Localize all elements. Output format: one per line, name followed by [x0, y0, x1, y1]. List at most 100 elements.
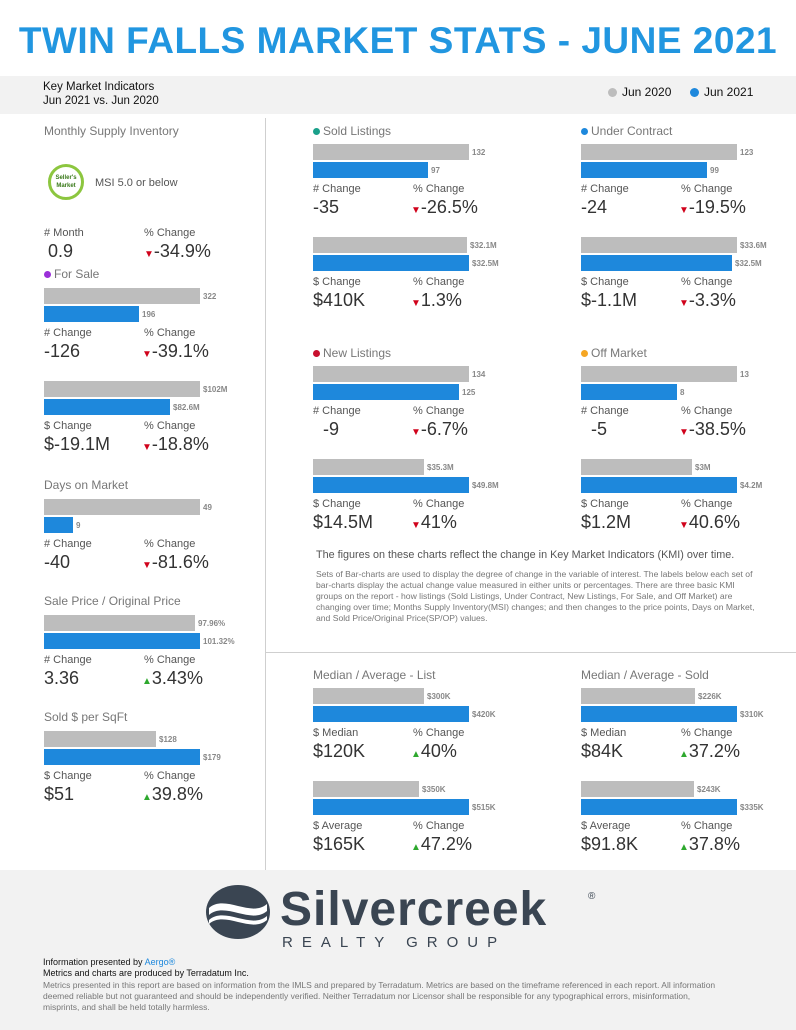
logo-subtitle: REALTY GROUP — [282, 934, 507, 951]
change-value: -24 — [581, 197, 608, 217]
change-value: $51 — [44, 784, 75, 804]
change-label: # Change — [581, 405, 629, 417]
bar-jun-2021 — [313, 255, 469, 271]
percent-change-value: ▼-38.5% — [679, 419, 746, 440]
bar-jun-2020 — [44, 381, 200, 397]
bar-jun-2021 — [581, 162, 707, 178]
bar-jun-2020 — [313, 459, 424, 475]
percent-change-label: % Change — [413, 498, 465, 510]
bar-jun-2021 — [581, 477, 737, 493]
legend-jun-2021: Jun 2021 — [690, 85, 753, 99]
up-arrow-icon: ▲ — [142, 792, 152, 803]
legend-dot-icon — [608, 88, 617, 97]
percent-change-label: % Change — [681, 820, 733, 832]
bar-label-jun-2020: $102M — [203, 385, 228, 394]
bar-jun-2020 — [44, 615, 195, 631]
percent-change-label: % Change — [681, 276, 733, 288]
change-label: # Change — [44, 327, 92, 339]
bar-label-jun-2020: $33.6M — [740, 241, 767, 250]
bar-label-jun-2021: $32.5M — [735, 259, 762, 268]
down-arrow-icon: ▼ — [142, 560, 152, 571]
section-title-under-contract: Under Contract — [581, 124, 672, 138]
section-title-text: Sold Listings — [323, 124, 392, 138]
change-value: -9 — [323, 419, 340, 439]
column-divider — [265, 118, 266, 870]
percent-change-text: 41% — [420, 512, 457, 532]
down-arrow-icon: ▼ — [411, 298, 421, 309]
bar-label-jun-2020: 123 — [740, 148, 754, 157]
change-value: $410K — [313, 290, 366, 310]
change-label: $ Average — [313, 820, 363, 832]
change-label: # Change — [44, 538, 92, 550]
bar-label-jun-2020: $226K — [698, 692, 722, 701]
disclaimer: Metrics presented in this report are bas… — [43, 980, 716, 1012]
section-title-sale-price: Sale Price / Original Price — [44, 594, 181, 608]
bar-jun-2021 — [313, 799, 469, 815]
bar-jun-2020 — [44, 499, 200, 515]
percent-change-value: ▲37.8% — [679, 834, 740, 855]
change-value: -126 — [44, 341, 81, 361]
percent-change-value: ▼-6.7% — [411, 419, 468, 440]
bar-label-jun-2020: $350K — [422, 785, 446, 794]
section-title-text: For Sale — [54, 267, 100, 281]
bar-jun-2020 — [581, 781, 694, 797]
bar-label-jun-2021: 97 — [431, 166, 440, 175]
bar-jun-2021 — [581, 799, 737, 815]
percent-change-text: 3.43% — [151, 668, 203, 688]
change-label: $ Change — [581, 276, 629, 288]
percent-change-value: ▼41% — [411, 512, 457, 533]
logo-wordmark: Silvercreek — [280, 883, 548, 936]
down-arrow-icon: ▼ — [411, 520, 421, 531]
footer-band — [0, 870, 796, 1030]
bar-label-jun-2021: 196 — [142, 310, 156, 319]
section-title-sold-per-sqft: Sold $ per SqFt — [44, 710, 127, 724]
change-label: # Change — [581, 183, 629, 195]
msi-change-text: -34.9% — [153, 241, 211, 261]
section-dot-icon — [313, 128, 320, 135]
change-value: $-1.1M — [581, 290, 638, 310]
legend-dot-icon — [690, 88, 699, 97]
bar-jun-2021 — [313, 477, 469, 493]
bar-jun-2021 — [44, 633, 200, 649]
bar-jun-2020 — [581, 237, 737, 253]
percent-change-text: 47.2% — [420, 834, 472, 854]
section-title-off-market: Off Market — [581, 346, 647, 360]
bar-jun-2020 — [581, 366, 737, 382]
percent-change-text: -39.1% — [151, 341, 209, 361]
percent-change-text: 1.3% — [420, 290, 462, 310]
section-title-text: Sale Price / Original Price — [44, 594, 181, 608]
percent-change-value: ▲40% — [411, 741, 457, 762]
percent-change-value: ▼-81.6% — [142, 552, 209, 573]
bar-jun-2021 — [581, 384, 677, 400]
change-value: $91.8K — [581, 834, 639, 854]
section-title-for-sale: For Sale — [44, 267, 99, 281]
down-arrow-icon: ▼ — [679, 298, 689, 309]
msi-label-month: # Month — [44, 227, 84, 239]
percent-change-text: -26.5% — [420, 197, 478, 217]
bar-label-jun-2020: 322 — [203, 292, 217, 301]
msi-note: MSI 5.0 or below — [95, 177, 178, 189]
down-arrow-icon: ▼ — [142, 349, 152, 360]
change-value: -35 — [313, 197, 340, 217]
silvercreek-logo-icon — [206, 885, 270, 939]
change-label: # Change — [313, 183, 361, 195]
bar-label-jun-2021: $420K — [472, 710, 496, 719]
bar-label-jun-2020: 97.96% — [198, 619, 226, 628]
bar-label-jun-2020: $35.3M — [427, 463, 454, 472]
bar-label-jun-2020: 132 — [472, 148, 486, 157]
percent-change-text: -19.5% — [688, 197, 746, 217]
bar-jun-2021 — [313, 706, 469, 722]
produced-by: Metrics and charts are produced by Terra… — [43, 968, 249, 978]
percent-change-value: ▼1.3% — [411, 290, 462, 311]
section-dot-icon — [313, 350, 320, 357]
percent-change-label: % Change — [413, 405, 465, 417]
presenter-link[interactable]: Aergo® — [144, 957, 176, 967]
change-label: # Change — [313, 405, 361, 417]
description-body: Sets of Bar-charts are used to display t… — [316, 569, 755, 623]
legend-prev-label: Jun 2020 — [622, 85, 672, 99]
down-arrow-icon: ▼ — [411, 205, 421, 216]
down-arrow-icon: ▼ — [144, 249, 154, 260]
bar-label-jun-2020: 49 — [203, 503, 212, 512]
section-title-median-list: Median / Average - List — [313, 668, 436, 682]
change-label: $ Change — [44, 420, 92, 432]
